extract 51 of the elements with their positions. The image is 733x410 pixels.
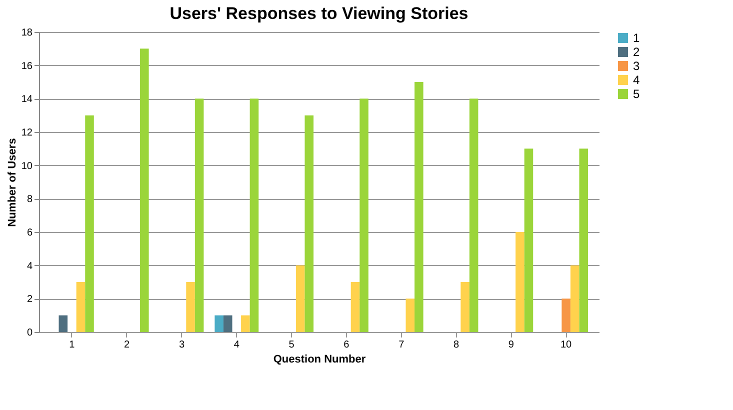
bar	[304, 115, 314, 332]
bar	[186, 282, 195, 332]
y-tick-label: 16	[21, 60, 33, 72]
bar	[562, 298, 570, 332]
legend-label: 4	[633, 73, 640, 87]
x-tick-label: 10	[560, 340, 572, 350]
legend-label: 2	[633, 45, 640, 59]
bar	[250, 98, 259, 332]
y-tick-label: 12	[21, 128, 33, 138]
x-tick-label: 1	[69, 340, 76, 350]
bar	[516, 232, 524, 332]
bar	[406, 298, 415, 332]
bar	[460, 282, 470, 332]
x-tick-label: 4	[234, 340, 240, 350]
x-tick-label: 5	[288, 340, 295, 350]
y-tick-label: 6	[26, 228, 33, 238]
bar	[469, 98, 478, 332]
bar	[223, 315, 232, 332]
x-tick-label: 2	[124, 340, 130, 350]
bar	[140, 48, 149, 332]
legend-label: 1	[633, 31, 640, 45]
x-tick-label: 3	[178, 340, 185, 350]
bar	[579, 148, 588, 332]
y-tick-label: 18	[21, 28, 33, 38]
y-tick-label: 0	[26, 328, 33, 338]
x-tick-label: 6	[344, 340, 350, 350]
bar	[524, 148, 534, 332]
bar	[350, 282, 360, 332]
y-tick-label: 4	[26, 260, 33, 272]
bar	[76, 282, 86, 332]
y-tick-label: 8	[26, 194, 33, 206]
bar	[214, 315, 224, 332]
bar	[194, 98, 204, 332]
legend-label: 5	[633, 87, 640, 101]
y-tick-label: 10	[21, 160, 33, 172]
bar	[85, 115, 94, 332]
chart-title: Users' Responses to Viewing Stories	[170, 4, 468, 23]
y-tick-label: 14	[21, 94, 33, 106]
y-axis-title: Number of Users	[6, 138, 18, 227]
x-tick-label: 8	[453, 340, 460, 350]
legend-label: 3	[633, 59, 640, 73]
y-tick-label: 2	[26, 294, 33, 306]
bar	[414, 82, 424, 332]
bar	[241, 315, 250, 332]
x-axis-title: Question Number	[273, 354, 366, 366]
x-tick-label: 9	[508, 340, 514, 350]
bar	[360, 98, 368, 332]
bar	[296, 265, 305, 332]
x-tick-label: 7	[398, 340, 405, 350]
bar	[58, 315, 68, 332]
bar	[570, 265, 580, 332]
